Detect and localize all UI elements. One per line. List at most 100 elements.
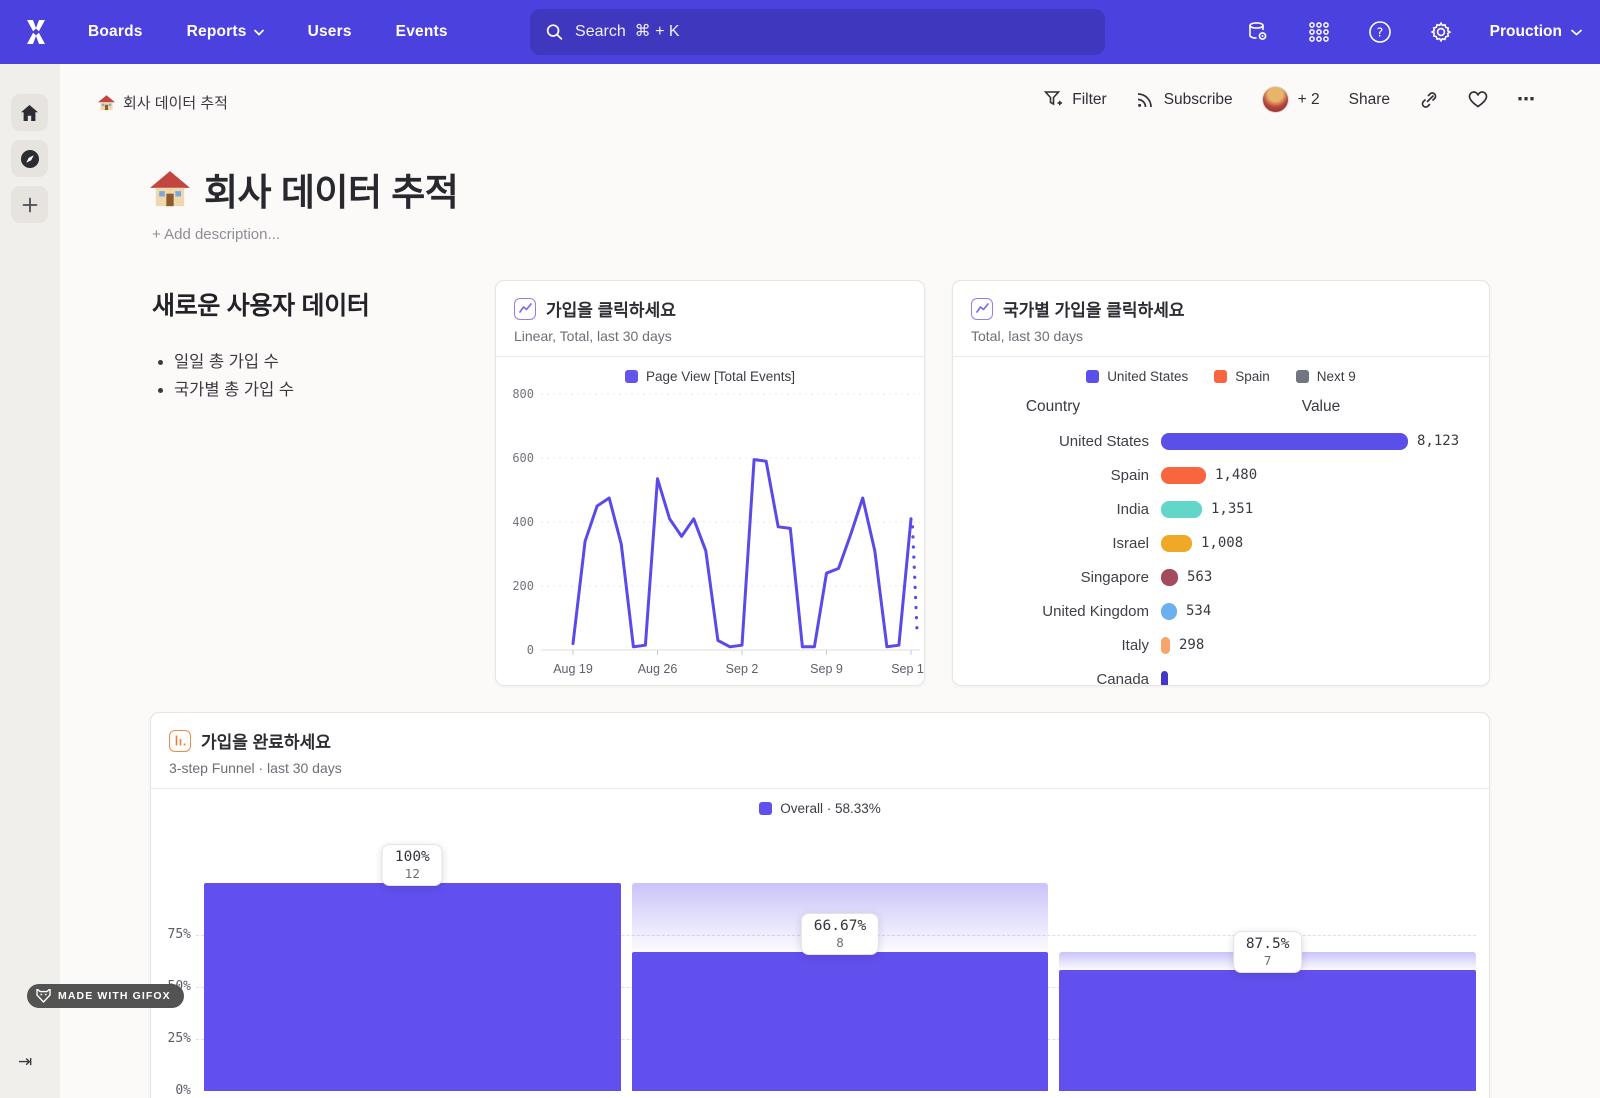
filter-button[interactable]: Filter xyxy=(1044,90,1107,109)
bar-rows: United States 8,123 Spain 1,480 India 1,351 Is… xyxy=(953,424,1489,686)
page-title[interactable]: 회사 데이터 추적 xyxy=(150,162,459,216)
value-bar xyxy=(1161,670,1168,685)
bar-chart-title[interactable]: 국가별 가입을 클릭하세요 xyxy=(971,296,1471,321)
house-icon xyxy=(98,94,115,110)
line-chart-card: 가입을 클릭하세요 Linear, Total, last 30 days Pa… xyxy=(495,280,925,686)
mixpanel-logo-icon[interactable] xyxy=(16,12,56,52)
add-board-button[interactable] xyxy=(11,186,48,223)
svg-text:Sep 16: Sep 16 xyxy=(891,662,925,676)
svg-text:600: 600 xyxy=(512,451,534,465)
table-row[interactable]: Italy 298 xyxy=(953,628,1489,662)
legend-item[interactable]: Overall · 58.33% xyxy=(759,801,881,816)
value-label: 8,123 xyxy=(1417,433,1460,449)
rss-icon xyxy=(1137,93,1152,108)
svg-text:400: 400 xyxy=(512,515,534,529)
nav-users[interactable]: Users xyxy=(307,23,352,40)
country-label: India xyxy=(1116,500,1149,518)
table-row[interactable]: Canada xyxy=(953,662,1489,686)
project-switcher[interactable]: Prouction xyxy=(1490,23,1582,41)
nav-boards[interactable]: Boards xyxy=(88,23,143,40)
favorite-button[interactable] xyxy=(1468,90,1488,109)
funnel-card: 가입을 완료하세요 3-step Funnel · last 30 days O… xyxy=(150,712,1490,1098)
table-row[interactable]: India 1,351 xyxy=(953,492,1489,526)
collapse-sidebar-button[interactable]: ⇥ xyxy=(18,1052,33,1071)
table-row[interactable]: United States 8,123 xyxy=(953,424,1489,458)
bar-chart-subtitle: Total, last 30 days xyxy=(971,328,1084,344)
value-bar xyxy=(1161,500,1202,518)
table-row[interactable]: United Kingdom 534 xyxy=(953,594,1489,628)
top-navbar: Boards Reports Users Events xyxy=(0,0,1600,64)
funnel-ytick: 0% xyxy=(175,1083,191,1098)
value-label: 1,351 xyxy=(1211,501,1254,517)
help-button[interactable]: ? xyxy=(1368,20,1392,44)
country-label: Canada xyxy=(1096,670,1149,686)
more-button[interactable]: ⋯ xyxy=(1517,89,1536,109)
value-label: 563 xyxy=(1187,569,1213,585)
value-bar xyxy=(1161,602,1177,620)
table-row[interactable]: Israel 1,008 xyxy=(953,526,1489,560)
filter-plus-icon xyxy=(1044,91,1063,106)
copy-link-button[interactable] xyxy=(1419,90,1439,110)
line-chart-subtitle: Linear, Total, last 30 days xyxy=(514,328,672,344)
funnel-bar[interactable] xyxy=(204,883,621,1091)
table-row[interactable]: Singapore 563 xyxy=(953,560,1489,594)
breadcrumb-label: 회사 데이터 추적 xyxy=(123,95,228,112)
legend-item[interactable]: Page View [Total Events] xyxy=(624,369,795,384)
table-row[interactable]: Spain 1,480 xyxy=(953,458,1489,492)
apps-grid-button[interactable] xyxy=(1307,20,1331,44)
search-input[interactable] xyxy=(575,23,1089,41)
add-description[interactable]: + Add description... xyxy=(152,226,280,243)
legend-swatch xyxy=(624,370,638,383)
link-icon xyxy=(1421,91,1437,108)
legend-swatch xyxy=(1086,370,1100,383)
made-with-gifox-badge: MADE WITH GIFOX xyxy=(27,984,184,1008)
value-bar xyxy=(1161,466,1206,484)
funnel-step-label: 100% 12 xyxy=(381,844,443,886)
svg-text:?: ? xyxy=(1376,24,1383,39)
text-card-bullets: 일일 총 가입 수 국가별 총 가입 수 xyxy=(174,348,492,404)
svg-text:Aug 19: Aug 19 xyxy=(553,662,593,676)
funnel-bar[interactable] xyxy=(631,952,1049,1091)
collaborators[interactable]: + 2 xyxy=(1261,86,1320,113)
apps-grid-icon xyxy=(1308,22,1329,42)
breadcrumb[interactable]: 회사 데이터 추적 xyxy=(98,92,228,113)
legend-item[interactable]: United States xyxy=(1086,369,1188,384)
legend-swatch xyxy=(759,802,773,815)
divider xyxy=(953,356,1489,357)
svg-text:800: 800 xyxy=(512,387,534,401)
country-label: Italy xyxy=(1121,636,1149,654)
column-country: Country xyxy=(1025,398,1081,415)
funnel-title[interactable]: 가입을 완료하세요 xyxy=(169,728,1471,753)
legend-item[interactable]: Next 9 xyxy=(1295,369,1356,384)
line-chart-title[interactable]: 가입을 클릭하세요 xyxy=(514,296,906,321)
search-icon xyxy=(546,24,563,40)
settings-button[interactable] xyxy=(1429,20,1453,44)
svg-text:Sep 9: Sep 9 xyxy=(810,662,843,676)
share-button[interactable]: Share xyxy=(1348,90,1390,108)
help-icon: ? xyxy=(1368,21,1391,43)
explore-button[interactable] xyxy=(11,140,48,177)
search-bar[interactable] xyxy=(530,9,1105,55)
board-toolbar: Filter Subscribe + 2 Share ⋯ xyxy=(1044,86,1536,113)
nav-events[interactable]: Events xyxy=(395,23,448,40)
value-label: 1,480 xyxy=(1215,467,1258,483)
value-bar xyxy=(1161,432,1408,450)
line-chart-icon xyxy=(971,297,993,320)
legend-swatch xyxy=(1295,370,1309,383)
chevron-down-icon xyxy=(253,29,264,36)
funnel-subtitle: 3-step Funnel · last 30 days xyxy=(169,760,342,776)
avatar xyxy=(1261,86,1289,113)
gear-icon xyxy=(1430,21,1452,43)
divider xyxy=(496,356,924,357)
divider xyxy=(151,788,1489,789)
home-button[interactable] xyxy=(11,94,48,131)
funnel-bar[interactable] xyxy=(1059,969,1476,1091)
nav-reports[interactable]: Reports xyxy=(187,23,264,41)
subscribe-button[interactable]: Subscribe xyxy=(1136,90,1233,109)
data-management-button[interactable] xyxy=(1246,20,1270,44)
value-label: 534 xyxy=(1186,603,1212,619)
line-chart-icon xyxy=(514,297,536,320)
legend-item[interactable]: Spain xyxy=(1214,369,1270,384)
country-label: Israel xyxy=(1112,534,1149,552)
